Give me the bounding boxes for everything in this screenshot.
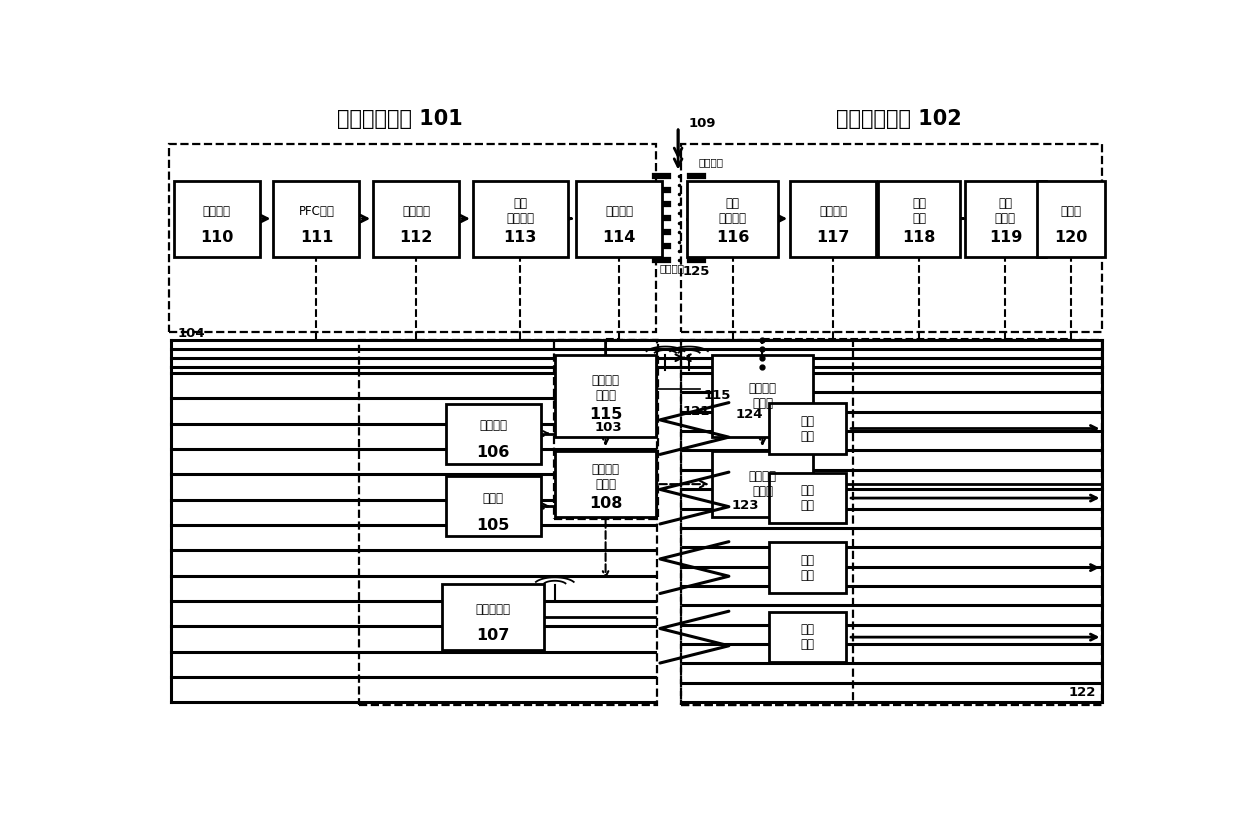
Bar xyxy=(878,181,960,256)
Text: 104: 104 xyxy=(177,328,206,340)
Text: 移动底盘: 移动底盘 xyxy=(479,420,507,433)
Text: 106: 106 xyxy=(476,445,510,460)
Bar xyxy=(681,340,853,705)
Bar xyxy=(174,181,259,256)
Text: 124: 124 xyxy=(735,408,763,421)
Text: 103: 103 xyxy=(594,420,622,433)
Text: PFC单元: PFC单元 xyxy=(299,204,335,218)
Bar xyxy=(1037,181,1105,256)
Text: 接收通信
控制器: 接收通信 控制器 xyxy=(749,382,776,410)
Text: 蓄电池: 蓄电池 xyxy=(1060,204,1081,218)
Text: 108: 108 xyxy=(589,496,622,511)
Text: 111: 111 xyxy=(300,230,334,245)
Bar xyxy=(681,340,1102,705)
Text: 115: 115 xyxy=(589,407,622,422)
Bar xyxy=(681,144,1102,333)
Text: 118: 118 xyxy=(903,230,936,245)
Bar xyxy=(769,612,846,663)
Text: 114: 114 xyxy=(603,230,636,245)
Text: 121: 121 xyxy=(682,405,709,418)
Bar xyxy=(577,181,662,256)
Bar xyxy=(769,473,846,523)
Text: 光电开关
接收器: 光电开关 接收器 xyxy=(749,470,776,498)
Text: 122: 122 xyxy=(1069,686,1096,699)
Text: 车载接收设备 102: 车载接收设备 102 xyxy=(836,108,961,129)
Bar xyxy=(769,543,846,593)
Bar xyxy=(360,340,657,705)
Text: 光电开关
发射器: 光电开关 发射器 xyxy=(591,462,620,491)
Text: 105: 105 xyxy=(476,518,510,533)
Bar xyxy=(712,355,813,437)
Text: 发射通信
控制器: 发射通信 控制器 xyxy=(591,374,620,402)
Text: 115: 115 xyxy=(703,389,730,402)
Text: 112: 112 xyxy=(399,230,433,245)
Text: 接收极板: 接收极板 xyxy=(699,157,724,167)
Text: 动力
电池: 动力 电池 xyxy=(913,197,926,225)
Text: 射频
标签: 射频 标签 xyxy=(801,484,815,512)
Bar xyxy=(790,181,877,256)
Text: 109: 109 xyxy=(689,117,717,131)
Text: 直流
变换器: 直流 变换器 xyxy=(994,197,1016,225)
Bar xyxy=(169,144,656,333)
Bar xyxy=(687,181,777,256)
Text: 123: 123 xyxy=(732,498,759,511)
Text: 116: 116 xyxy=(715,230,749,245)
Text: 125: 125 xyxy=(683,265,711,278)
Text: 119: 119 xyxy=(988,230,1022,245)
Bar xyxy=(443,584,544,650)
Bar xyxy=(554,340,658,519)
Text: 整流单元: 整流单元 xyxy=(820,204,847,218)
Text: 充电发射平台 101: 充电发射平台 101 xyxy=(337,108,463,129)
Bar xyxy=(712,451,813,517)
Text: 110: 110 xyxy=(200,230,233,245)
Text: 113: 113 xyxy=(503,230,537,245)
Text: 发射极板: 发射极板 xyxy=(660,263,684,273)
Text: 107: 107 xyxy=(476,628,510,644)
Bar xyxy=(965,181,1047,256)
Text: 接收
谐振单元: 接收 谐振单元 xyxy=(718,197,746,225)
Bar xyxy=(373,181,459,256)
Text: 发射
谐振单元: 发射 谐振单元 xyxy=(506,197,534,225)
Text: 射频
标签: 射频 标签 xyxy=(801,553,815,581)
Text: 逆变单元: 逆变单元 xyxy=(402,204,430,218)
Bar xyxy=(554,355,656,437)
Text: 120: 120 xyxy=(1054,230,1087,245)
Bar xyxy=(472,181,568,256)
Text: 117: 117 xyxy=(816,230,849,245)
Bar xyxy=(273,181,360,256)
Text: 射频
标签: 射频 标签 xyxy=(801,415,815,443)
Text: 射频
标签: 射频 标签 xyxy=(801,623,815,651)
Text: 机械臂: 机械臂 xyxy=(482,492,503,505)
Bar xyxy=(554,451,656,517)
Bar xyxy=(769,403,846,454)
Text: 供电电源: 供电电源 xyxy=(202,204,231,218)
Bar xyxy=(445,404,541,464)
Text: 射频阅读器: 射频阅读器 xyxy=(476,603,511,616)
Bar xyxy=(445,476,541,536)
Text: 补偿网络: 补偿网络 xyxy=(605,204,634,218)
